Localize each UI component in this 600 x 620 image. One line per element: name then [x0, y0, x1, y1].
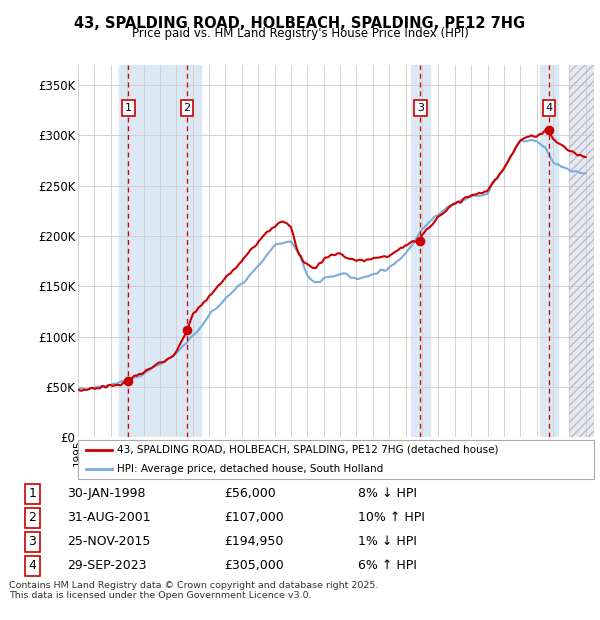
Text: 8% ↓ HPI: 8% ↓ HPI: [358, 487, 417, 500]
Text: 3: 3: [28, 535, 36, 548]
Bar: [569, 65, 594, 437]
Text: 2: 2: [28, 512, 36, 525]
Text: £194,950: £194,950: [224, 535, 284, 548]
Text: HPI: Average price, detached house, South Holland: HPI: Average price, detached house, Sout…: [116, 464, 383, 474]
Text: £305,000: £305,000: [224, 559, 284, 572]
Text: 30-JAN-1998: 30-JAN-1998: [67, 487, 146, 500]
FancyBboxPatch shape: [78, 440, 594, 479]
Text: 2: 2: [184, 103, 191, 113]
Bar: [119, 65, 201, 437]
Text: 1% ↓ HPI: 1% ↓ HPI: [358, 535, 417, 548]
Bar: [540, 65, 558, 437]
Bar: [569, 65, 594, 437]
Text: 4: 4: [545, 103, 553, 113]
Text: 1: 1: [125, 103, 132, 113]
Text: 25-NOV-2015: 25-NOV-2015: [67, 535, 151, 548]
Text: £56,000: £56,000: [224, 487, 276, 500]
Bar: [410, 65, 430, 437]
Text: 10% ↑ HPI: 10% ↑ HPI: [358, 512, 425, 525]
Text: £107,000: £107,000: [224, 512, 284, 525]
Text: 4: 4: [28, 559, 36, 572]
Text: 29-SEP-2023: 29-SEP-2023: [67, 559, 146, 572]
Text: 1: 1: [28, 487, 36, 500]
Text: 43, SPALDING ROAD, HOLBEACH, SPALDING, PE12 7HG: 43, SPALDING ROAD, HOLBEACH, SPALDING, P…: [74, 16, 526, 30]
Text: 3: 3: [417, 103, 424, 113]
Text: Price paid vs. HM Land Registry's House Price Index (HPI): Price paid vs. HM Land Registry's House …: [131, 27, 469, 40]
Text: Contains HM Land Registry data © Crown copyright and database right 2025.
This d: Contains HM Land Registry data © Crown c…: [9, 581, 379, 600]
Text: 31-AUG-2001: 31-AUG-2001: [67, 512, 151, 525]
Text: 6% ↑ HPI: 6% ↑ HPI: [358, 559, 417, 572]
Text: 43, SPALDING ROAD, HOLBEACH, SPALDING, PE12 7HG (detached house): 43, SPALDING ROAD, HOLBEACH, SPALDING, P…: [116, 445, 498, 455]
